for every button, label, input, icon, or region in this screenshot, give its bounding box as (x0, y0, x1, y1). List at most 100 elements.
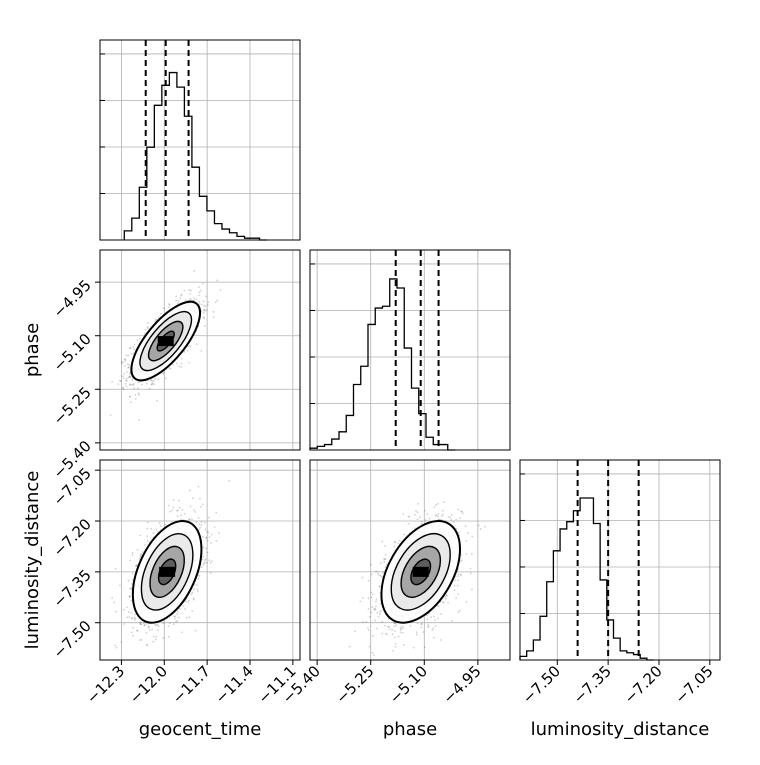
scatter-point (179, 297, 182, 299)
scatter-point (122, 377, 125, 379)
scatter-point (206, 561, 208, 564)
scatter-point (167, 306, 170, 309)
scatter-point (415, 631, 418, 634)
scatter-point (444, 596, 447, 599)
scatter-point (144, 328, 147, 331)
scatter-point (459, 573, 462, 576)
scatter-point (181, 509, 184, 511)
scatter-point (384, 558, 387, 561)
scatter-point (433, 506, 436, 508)
scatter-point (203, 304, 205, 307)
scatter-point (394, 622, 396, 624)
scatter-point (210, 560, 213, 563)
scatter-point (122, 388, 125, 390)
scatter-point (441, 601, 444, 603)
scatter-point (172, 623, 175, 626)
scatter-point (129, 559, 131, 562)
scatter-point (140, 623, 143, 626)
scatter-point (152, 640, 155, 643)
x-tick-label: −12.3 (83, 662, 128, 707)
scatter-point (189, 345, 192, 348)
scatter-point (373, 607, 376, 610)
scatter-point (139, 555, 142, 558)
scatter-point (418, 516, 421, 519)
scatter-point (470, 588, 473, 591)
scatter-point (367, 579, 370, 582)
scatter-point (435, 503, 437, 506)
scatter-point (372, 634, 374, 637)
scatter-point (387, 625, 389, 628)
x-axis-title-phase: phase (383, 719, 437, 740)
scatter-point (441, 513, 444, 516)
scatter-point (391, 629, 394, 631)
scatter-point (200, 505, 202, 508)
scatter-point (373, 654, 375, 656)
scatter-point (370, 591, 373, 594)
scatter-point (202, 556, 205, 558)
scatter-point (413, 527, 416, 530)
scatter-point (127, 354, 130, 357)
scatter-point (394, 643, 397, 645)
scatter-point (424, 519, 427, 522)
scatter-point (195, 298, 198, 301)
scatter-point (136, 629, 138, 632)
scatter-point (394, 541, 397, 544)
scatter-point (424, 509, 426, 512)
scatter-point (128, 364, 130, 366)
scatter-point (180, 514, 182, 517)
scatter-point (453, 589, 456, 592)
scatter-point (420, 623, 423, 625)
scatter-point (128, 616, 131, 618)
scatter-point (402, 513, 405, 515)
scatter-point (157, 629, 159, 632)
scatter-point (126, 616, 129, 619)
scatter-point (427, 625, 430, 628)
scatter-point (189, 292, 191, 295)
scatter-point (124, 365, 127, 367)
scatter-point (129, 395, 131, 398)
scatter-point (167, 635, 170, 638)
scatter-point (128, 376, 131, 379)
scatter-point (393, 636, 396, 639)
scatter-point (401, 625, 404, 628)
scatter-point (193, 588, 196, 591)
scatter-point (136, 387, 139, 390)
scatter-point (409, 624, 412, 627)
scatter-point (202, 564, 205, 566)
scatter-point (435, 513, 438, 516)
panel-frame (519, 459, 721, 661)
scatter-point (128, 375, 131, 378)
scatter-point (395, 624, 398, 627)
scatter-point (127, 611, 130, 613)
scatter-point (146, 540, 149, 542)
panel-frame (99, 459, 301, 661)
scatter-point (205, 309, 208, 311)
scatter-point (201, 558, 204, 561)
scatter-point (192, 597, 195, 600)
scatter-point (439, 639, 442, 641)
scatter-point (129, 401, 132, 404)
scatter-point (150, 383, 153, 386)
scatter-point (129, 383, 132, 386)
scatter-point (130, 599, 133, 602)
scatter-point (436, 515, 439, 518)
scatter-point (420, 520, 423, 523)
scatter-panel-phase-luminosity_distance (309, 459, 511, 661)
scatter-point (154, 318, 157, 321)
scatter-point (208, 559, 211, 562)
scatter-point (150, 379, 153, 382)
scatter-point (378, 585, 381, 588)
scatter-point (449, 516, 452, 519)
scatter-point (416, 511, 419, 514)
scatter-point (368, 645, 371, 648)
scatter-point (384, 624, 387, 627)
scatter-point (397, 635, 400, 638)
scatter-point (188, 518, 191, 521)
scatter-point (198, 294, 200, 297)
scatter-point (383, 544, 386, 547)
scatter-point (113, 601, 116, 604)
scatter-point (391, 633, 394, 636)
scatter-point (136, 564, 139, 567)
scatter-point (125, 385, 128, 388)
scatter-point (129, 587, 131, 590)
